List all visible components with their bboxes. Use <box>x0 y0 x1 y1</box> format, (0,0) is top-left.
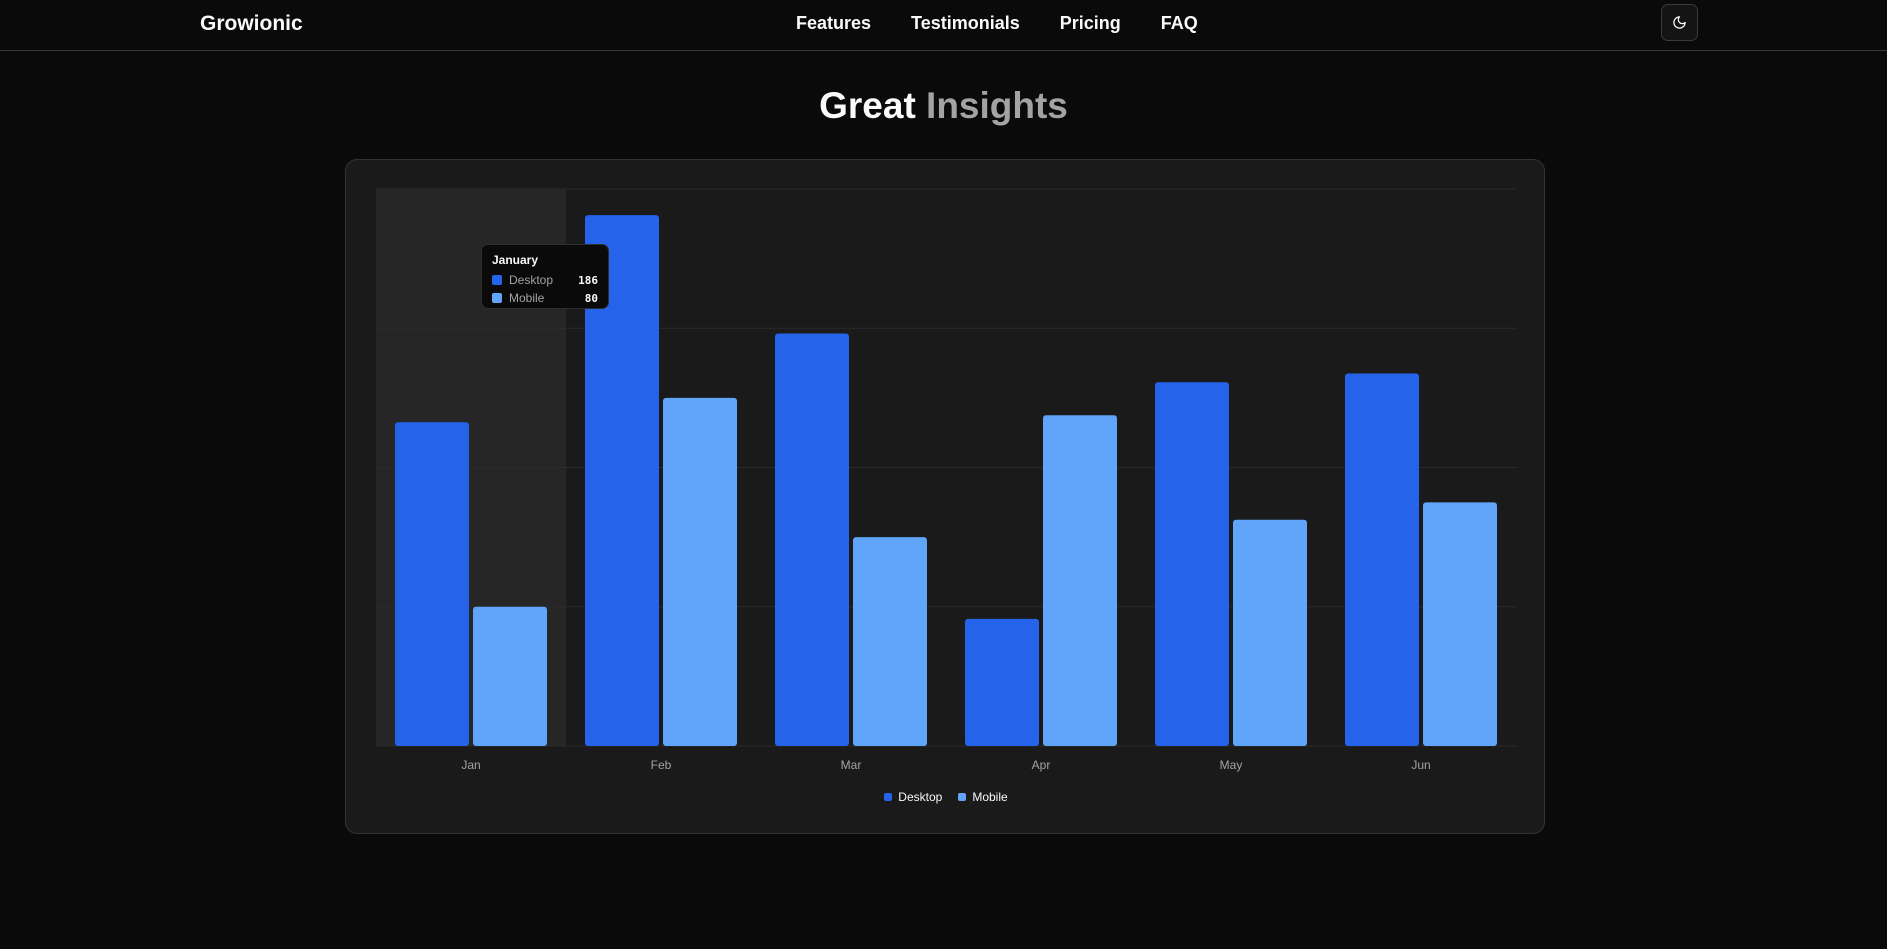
nav-links: Features Testimonials Pricing FAQ <box>796 13 1198 34</box>
page-title: Great Insights <box>0 85 1887 127</box>
bar-mobile-feb[interactable] <box>663 397 737 746</box>
legend-item-desktop[interactable]: Desktop <box>884 790 942 804</box>
legend-label-mobile: Mobile <box>972 790 1008 804</box>
x-tick-label: Mar <box>841 758 862 772</box>
tooltip-title: January <box>492 253 539 267</box>
tooltip-row-desktop: Desktop 186 <box>492 271 598 289</box>
nav-link-faq[interactable]: FAQ <box>1160 13 1198 33</box>
title-word-great: Great <box>819 85 916 126</box>
tooltip-value-desktop: 186 <box>578 273 598 287</box>
bar-mobile-mar[interactable] <box>853 537 927 746</box>
bar-mobile-jun[interactable] <box>1423 502 1497 746</box>
bar-desktop-apr[interactable] <box>965 618 1039 746</box>
theme-toggle-button[interactable] <box>1661 4 1698 41</box>
bar-mobile-jan[interactable] <box>473 606 547 746</box>
x-tick-label: May <box>1220 758 1243 772</box>
bar-desktop-may[interactable] <box>1155 382 1229 746</box>
bar-desktop-feb[interactable] <box>585 215 659 746</box>
bar-desktop-mar[interactable] <box>775 333 849 746</box>
legend-swatch-mobile <box>958 793 967 801</box>
title-word-insights: Insights <box>926 85 1068 126</box>
navbar: Growionic Features Testimonials Pricing … <box>0 0 1887 51</box>
tooltip-value-mobile: 80 <box>584 291 598 305</box>
nav-link-features[interactable]: Features <box>796 13 872 33</box>
x-tick-label: Jan <box>461 758 480 772</box>
chart-tooltip: January Desktop 186 Mobile 80 <box>481 244 609 309</box>
x-tick-label: Jun <box>1411 758 1430 772</box>
nav-link-pricing[interactable]: Pricing <box>1059 13 1121 33</box>
desktop-swatch <box>492 275 502 285</box>
nav-link-testimonials[interactable]: Testimonials <box>911 13 1020 33</box>
tooltip-label-mobile: Mobile <box>509 291 545 305</box>
chart-card: Jan Feb Mar Apr May Jun January Desktop 186 M… <box>345 159 1545 834</box>
tooltip-row-mobile: Mobile 80 <box>492 289 598 307</box>
x-tick-label: Feb <box>651 758 672 772</box>
bar-mobile-apr[interactable] <box>1043 415 1117 746</box>
legend-swatch-desktop <box>884 793 893 801</box>
x-tick-label: Apr <box>1032 758 1051 772</box>
bar-desktop-jan[interactable] <box>395 422 469 746</box>
bar-mobile-may[interactable] <box>1233 519 1307 746</box>
legend-item-mobile[interactable]: Mobile <box>958 790 1008 804</box>
chart-legend: Desktop Mobile <box>346 790 1546 804</box>
moon-icon <box>1673 16 1686 29</box>
brand-logo[interactable]: Growionic <box>200 12 303 35</box>
legend-label-desktop: Desktop <box>898 790 943 804</box>
tooltip-label-desktop: Desktop <box>509 273 554 287</box>
bar-desktop-jun[interactable] <box>1345 373 1419 746</box>
mobile-swatch <box>492 293 502 303</box>
